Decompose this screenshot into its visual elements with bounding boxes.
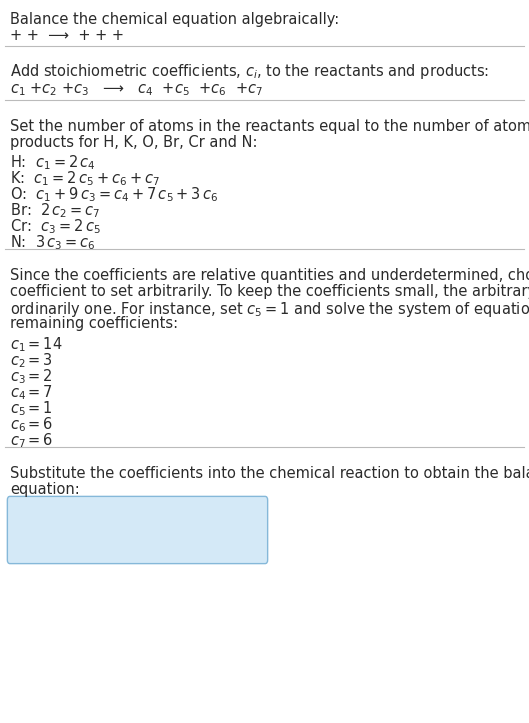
- Text: coefficient to set arbitrarily. To keep the coefficients small, the arbitrary va: coefficient to set arbitrarily. To keep …: [10, 284, 529, 299]
- Text: Balance the chemical equation algebraically:: Balance the chemical equation algebraica…: [10, 12, 339, 27]
- FancyBboxPatch shape: [7, 497, 268, 564]
- Text: $c_1$ +$c_2$ +$c_3$   ⟶   $c_4$  +$c_5$  +$c_6$  +$c_7$: $c_1$ +$c_2$ +$c_3$ ⟶ $c_4$ +$c_5$ +$c_6…: [10, 81, 263, 98]
- Text: ordinarily one. For instance, set $c_5 = 1$ and solve the system of equations fo: ordinarily one. For instance, set $c_5 =…: [10, 300, 529, 319]
- Text: H:  $c_1 = 2\,c_4$: H: $c_1 = 2\,c_4$: [10, 153, 96, 171]
- Text: equation:: equation:: [10, 482, 80, 497]
- Text: Cr:  $c_3 = 2\,c_5$: Cr: $c_3 = 2\,c_5$: [10, 217, 101, 236]
- Text: $c_5 = 1$: $c_5 = 1$: [10, 399, 53, 418]
- Text: $c_7 = 6$: $c_7 = 6$: [10, 431, 53, 450]
- Text: Add stoichiometric coefficients, $c_i$, to the reactants and products:: Add stoichiometric coefficients, $c_i$, …: [10, 61, 489, 80]
- Text: $c_1 = 14$: $c_1 = 14$: [10, 335, 62, 354]
- Text: Br:  $2\,c_2 = c_7$: Br: $2\,c_2 = c_7$: [10, 201, 101, 220]
- Text: O:  $c_1 + 9\,c_3 = c_4 + 7\,c_5 + 3\,c_6$: O: $c_1 + 9\,c_3 = c_4 + 7\,c_5 + 3\,c_6…: [10, 185, 218, 203]
- Text: Since the coefficients are relative quantities and underdetermined, choose a: Since the coefficients are relative quan…: [10, 268, 529, 283]
- Text: + +  ⟶  + + +: + + ⟶ + + +: [10, 28, 124, 43]
- Text: remaining coefficients:: remaining coefficients:: [10, 316, 178, 331]
- Text: Substitute the coefficients into the chemical reaction to obtain the balanced: Substitute the coefficients into the che…: [10, 466, 529, 482]
- Text: Set the number of atoms in the reactants equal to the number of atoms in the: Set the number of atoms in the reactants…: [10, 119, 529, 134]
- Text: $c_6 = 6$: $c_6 = 6$: [10, 415, 53, 434]
- Text: products for H, K, O, Br, Cr and N:: products for H, K, O, Br, Cr and N:: [10, 135, 258, 150]
- Text: $c_3 = 2$: $c_3 = 2$: [10, 367, 53, 386]
- Text: N:  $3\,c_3 = c_6$: N: $3\,c_3 = c_6$: [10, 233, 96, 252]
- Text: $c_2 = 3$: $c_2 = 3$: [10, 351, 53, 370]
- Text: $c_4 = 7$: $c_4 = 7$: [10, 383, 53, 402]
- Text: K:  $c_1 = 2\,c_5 + c_6 + c_7$: K: $c_1 = 2\,c_5 + c_6 + c_7$: [10, 168, 160, 187]
